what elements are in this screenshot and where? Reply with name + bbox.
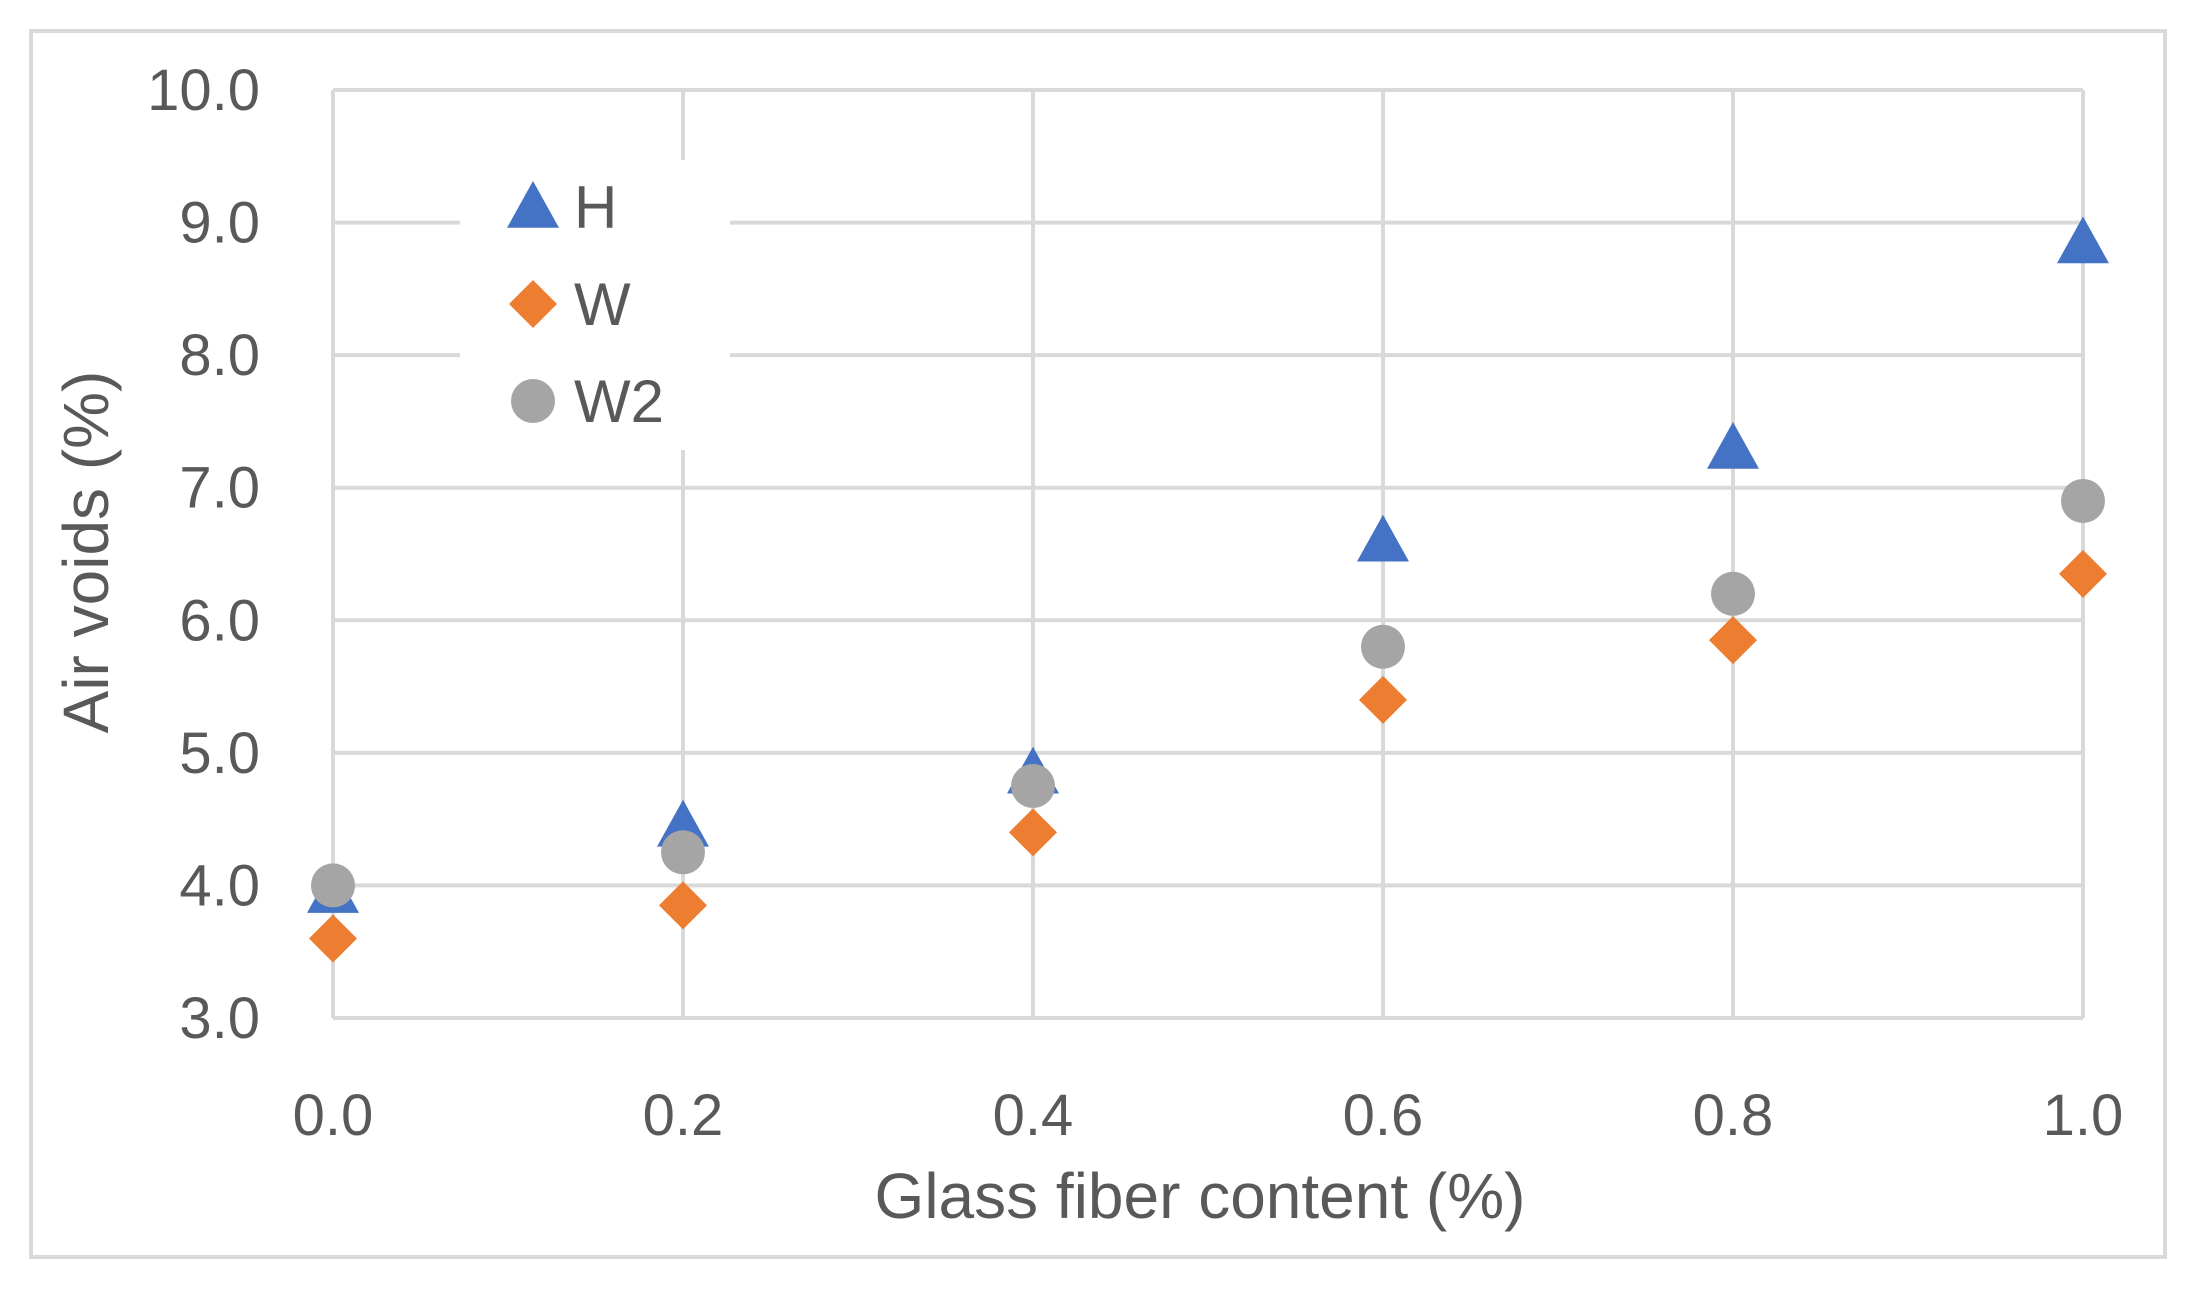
legend: HW W2 [460, 160, 730, 450]
y-tick-label: 3.0 [179, 986, 260, 1051]
x-tick-label: 0.6 [1343, 1083, 1424, 1148]
legend-marker-h [507, 181, 559, 228]
data-point-w2 [1711, 571, 1755, 616]
series-w [309, 549, 2107, 963]
data-point-h [2057, 216, 2109, 264]
data-point-w [1359, 675, 1407, 724]
legend-marker-w2 [511, 379, 555, 423]
y-tick-label: 10.0 [147, 58, 260, 123]
data-point-h [1357, 514, 1409, 562]
data-point-w2 [1361, 624, 1405, 669]
series-w2 [311, 478, 2105, 908]
x-tick-label: 0.2 [643, 1083, 724, 1148]
legend-background [460, 160, 730, 450]
y-tick-label: 6.0 [179, 588, 260, 653]
data-point-w2 [2061, 478, 2105, 523]
data-point-w2 [661, 830, 705, 875]
y-tick-label: 5.0 [179, 721, 260, 786]
data-point-h [1707, 421, 1759, 469]
data-point-w [1709, 616, 1757, 665]
legend-label-h: H [574, 174, 617, 241]
series-layer [307, 216, 2109, 963]
data-point-w [1009, 808, 1057, 857]
x-tick-label: 0.8 [1693, 1083, 1774, 1148]
data-point-w2 [1011, 764, 1055, 808]
data-point-w [309, 914, 357, 963]
x-tick-label: 1.0 [2043, 1083, 2124, 1148]
data-point-w [2059, 549, 2107, 598]
legend-label-w2: W2 [574, 368, 664, 435]
data-point-w [659, 881, 707, 930]
y-tick-label: 4.0 [179, 853, 260, 918]
x-tick-label: 0.0 [293, 1083, 374, 1148]
x-tick-label: 0.4 [993, 1083, 1074, 1148]
tick-layer: 3.0 4.0 5.0 6.0 7.0 8.0 9.0 10.0 0.0 0.2 0.4 0.6 0.8… [147, 58, 2123, 1148]
legend-label-w: W [574, 271, 631, 338]
y-axis-title: Air voids (%) [50, 371, 122, 734]
x-axis-title: Glass fiber content (%) [875, 1160, 1526, 1232]
chart-border [29, 29, 2167, 1259]
y-tick-label: 9.0 [179, 191, 260, 256]
legend-marker-w [509, 280, 557, 328]
y-tick-label: 7.0 [179, 456, 260, 521]
y-tick-label: 8.0 [179, 323, 260, 388]
data-point-w2 [311, 863, 355, 908]
